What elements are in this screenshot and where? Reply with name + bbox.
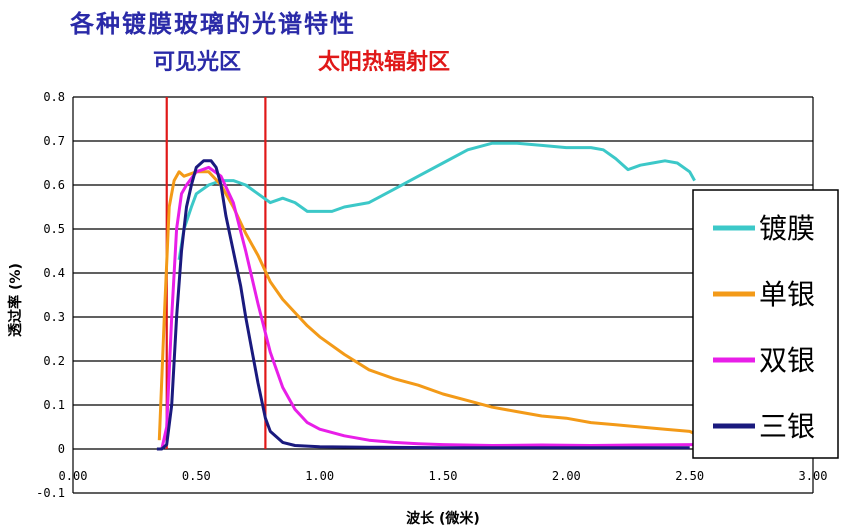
- series-lines: [156, 141, 696, 451]
- y-tick-label: 0.7: [43, 134, 65, 148]
- x-tick-label: 1.50: [429, 469, 458, 483]
- legend-box: [692, 189, 839, 459]
- x-tick-label: 0.50: [182, 469, 211, 483]
- legend-label-3: 三银: [759, 410, 815, 443]
- legend-label-2: 双银: [759, 344, 815, 377]
- y-tick-label: 0.3: [43, 310, 65, 324]
- legend-label-1: 单银: [759, 278, 815, 311]
- y-tick-label: 0.1: [43, 398, 65, 412]
- x-tick-label: 2.00: [552, 469, 581, 483]
- y-tick-label: 0.2: [43, 354, 65, 368]
- legend-label-0: 镀膜: [759, 212, 815, 245]
- x-tick-label: 3.00: [799, 469, 828, 483]
- y-tick-label: 0.5: [43, 222, 65, 236]
- y-tick-label: 0: [58, 442, 65, 456]
- y-tick-label: 0.8: [43, 90, 65, 104]
- series-line-1: [157, 170, 696, 441]
- visible-region-label: 可见光区: [153, 50, 242, 75]
- tick-labels: -0.1 0 0.1 0.2 0.3 0.4 0.5 0.6 0.7 0.8 0.00 0.50 1.0…: [36, 90, 827, 500]
- series-line-3: [156, 159, 690, 451]
- y-axis-title: 透过率 (%): [7, 263, 24, 337]
- y-tick-label: 0.6: [43, 178, 65, 192]
- y-tick-label: -0.1: [36, 486, 65, 500]
- y-tick-label: 0.4: [43, 266, 65, 280]
- x-tick-label: 2.50: [675, 469, 704, 483]
- x-tick-label: 0.00: [59, 469, 88, 483]
- x-tick-label: 1.00: [305, 469, 334, 483]
- chart-title: 各种镀膜玻璃的光谱特性: [70, 10, 356, 38]
- series-line-0: [177, 141, 696, 261]
- x-axis-title: 波长 (微米): [406, 510, 480, 527]
- series-line-2: [160, 165, 695, 450]
- solar-region-label: 太阳热辐射区: [318, 50, 451, 75]
